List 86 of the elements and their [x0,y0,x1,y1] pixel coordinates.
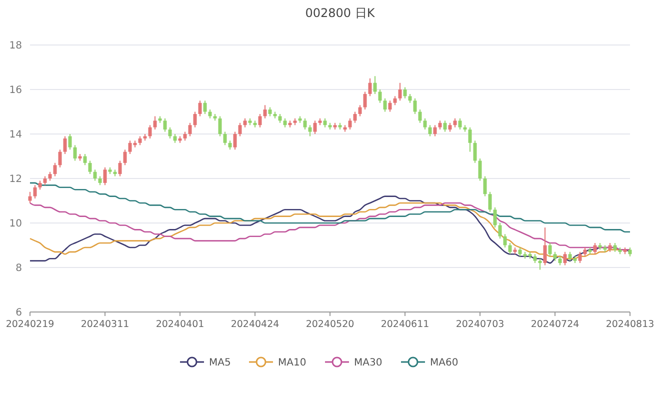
candlestick [363,91,367,110]
candlestick [543,226,547,266]
candlestick [423,118,427,130]
candlestick [233,131,237,150]
candlestick [118,160,122,177]
candlestick [413,98,417,114]
candlestick [418,109,422,124]
candlestick [308,124,312,137]
candlestick [353,111,357,124]
x-tick-label: 20240219 [6,319,54,330]
candlestick [593,242,597,255]
candlestick [88,160,92,175]
y-tick-label: 12 [9,174,22,185]
candlestick [188,122,192,137]
candlestick [198,100,202,117]
candlestick [218,116,222,137]
candlestick [63,136,67,155]
candlestick [503,234,507,248]
candlestick [28,191,32,204]
x-tick-label: 20240703 [456,319,504,330]
candlestick [313,120,317,134]
candlestick [538,258,542,270]
candlestick [258,113,262,128]
candlestick [478,158,482,182]
candlestick [53,162,57,177]
x-tick-label: 20240520 [306,319,354,330]
line-series [29,196,631,264]
candlestick [468,126,472,152]
candlestick [368,78,372,97]
candlestick [548,242,552,257]
candlestick [348,118,352,130]
candlestick [93,169,97,182]
legend-label: MA60 [430,358,458,368]
candlestick [123,149,127,166]
x-tick-label: 20240424 [230,319,280,330]
candlestick [403,86,407,99]
candlestick [223,131,227,146]
chart-title: 002800 日K [305,6,376,20]
x-tick-label: 20240311 [80,319,130,330]
line-series [29,182,631,233]
y-tick-label: 14 [9,130,22,140]
candlestick [73,144,77,162]
legend-label: MA5 [209,358,231,368]
y-tick-label: 10 [9,218,22,230]
candlestick [508,242,512,255]
candlestick [163,118,167,132]
legend-label: MA10 [278,358,306,368]
candlestick [83,154,87,166]
candlestick [263,104,267,119]
x-tick-label: 20240401 [156,319,204,330]
candlestick [428,124,432,137]
candlestick [193,111,197,128]
candlestick [148,124,152,139]
candlestick [238,122,242,137]
x-tick-label: 20240724 [530,319,580,330]
candlestick [383,98,387,112]
candlestick [58,149,62,168]
candlestick [168,126,172,139]
candlestick [433,124,437,137]
candlestick [358,104,362,117]
candlestick [493,206,497,228]
candlestick [33,184,37,200]
y-tick-label: 18 [9,40,22,52]
candlestick [388,100,392,112]
candlestick [498,222,502,240]
candlestick [443,120,447,132]
candlestick [303,118,307,130]
y-tick-label: 8 [16,263,22,274]
y-tick-label: 16 [9,85,22,96]
candlestick [398,82,402,102]
candlestick [103,166,107,186]
candlestick [563,251,567,266]
candlestick [203,100,207,114]
candlestick [578,251,582,264]
candlestick [483,176,487,197]
candlestick [473,140,477,164]
legend-label: MA30 [354,358,382,368]
candlestick [458,118,462,130]
y-tick-label: 6 [16,308,22,318]
x-tick-label: 20240611 [380,319,430,330]
candlestick [68,134,72,150]
candlestick [153,116,157,130]
x-tick-label: 20240813 [606,319,654,330]
candlestick [373,76,377,94]
candlestick [488,191,492,212]
candlestick [378,89,382,104]
